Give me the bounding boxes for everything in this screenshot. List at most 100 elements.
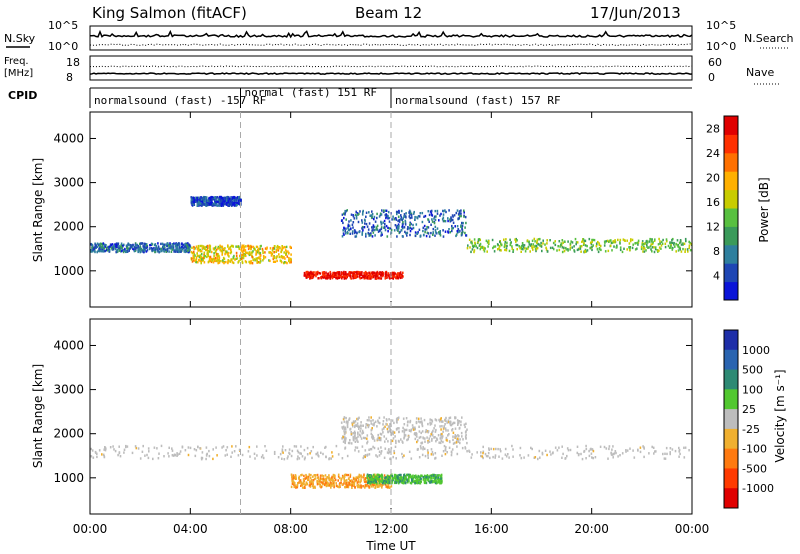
data-cell (376, 455, 379, 458)
data-cell (94, 245, 96, 249)
data-cell (409, 216, 411, 220)
data-cell (416, 479, 419, 483)
data-cell (199, 244, 202, 248)
data-cell (364, 272, 367, 276)
data-cell (366, 277, 369, 280)
data-cell (382, 420, 385, 423)
data-cell (429, 418, 431, 421)
data-cell (101, 242, 103, 246)
data-cell (376, 485, 379, 488)
data-cell (485, 239, 488, 242)
data-cell (247, 252, 250, 255)
data-cell (221, 253, 223, 256)
data-cell (198, 255, 201, 258)
data-cell (141, 450, 144, 453)
data-cell (199, 200, 202, 204)
data-cell (378, 277, 380, 280)
data-cell (135, 244, 137, 247)
data-cell (91, 250, 94, 253)
data-cell (607, 249, 610, 253)
data-cell (255, 257, 258, 260)
data-cell (197, 249, 199, 252)
data-cell (538, 243, 540, 246)
data-cell (234, 204, 237, 207)
data-cell (395, 273, 398, 276)
data-cell (558, 240, 561, 243)
data-cell (344, 447, 346, 450)
data-cell (434, 418, 437, 421)
data-cell (432, 474, 435, 477)
data-cell (579, 245, 582, 248)
data-cell (356, 417, 358, 421)
data-cell (189, 446, 192, 450)
data-cell (206, 202, 208, 206)
data-cell (374, 479, 377, 482)
data-cell (562, 241, 564, 244)
data-cell (200, 250, 203, 253)
data-cell (232, 202, 234, 205)
data-cell (225, 196, 227, 199)
data-cell (456, 209, 459, 212)
data-cell (342, 440, 345, 443)
data-cell (338, 476, 341, 480)
data-cell (385, 209, 388, 212)
data-cell (478, 238, 481, 241)
data-cell (463, 215, 465, 218)
data-cell (597, 250, 600, 254)
data-cell (523, 244, 526, 247)
data-cell (409, 233, 411, 237)
data-cell (682, 247, 684, 251)
data-cell (378, 272, 380, 276)
data-cell (679, 239, 682, 242)
data-cell (183, 250, 186, 253)
data-cell (379, 228, 381, 232)
data-cell (363, 455, 365, 458)
data-cell (445, 446, 447, 449)
data-cell (256, 454, 258, 457)
data-cell (440, 428, 442, 431)
data-cell (422, 446, 424, 449)
data-cell (219, 248, 222, 251)
data-cell (169, 242, 171, 245)
data-cell (162, 247, 165, 251)
data-cell (344, 439, 347, 442)
data-cell (561, 246, 564, 249)
data-cell (512, 250, 514, 253)
data-cell (139, 246, 142, 249)
y-tick-label: 2000 (53, 427, 84, 441)
data-cell (268, 259, 270, 262)
data-cell (419, 477, 422, 480)
data-cell (224, 200, 227, 203)
data-cell (383, 479, 386, 483)
data-cell (584, 248, 587, 252)
data-cell (237, 201, 239, 205)
data-cell (306, 483, 309, 486)
data-cell (312, 479, 315, 482)
data-cell (288, 259, 290, 263)
data-cell (679, 452, 681, 456)
data-cell (468, 238, 471, 241)
data-cell (265, 449, 268, 452)
data-cell (160, 242, 162, 246)
data-cell (432, 231, 435, 235)
data-cell (392, 433, 394, 436)
data-cell (607, 240, 610, 243)
data-cell (181, 246, 183, 249)
data-cell (317, 480, 320, 483)
data-cell (376, 274, 379, 277)
data-cell (362, 229, 364, 232)
data-cell (257, 250, 260, 253)
data-cell (372, 228, 374, 231)
data-cell (384, 481, 386, 484)
data-cell (187, 446, 190, 449)
data-cell (395, 457, 397, 460)
data-cell (436, 212, 439, 215)
freq-right-tick-bottom: 0 (708, 71, 715, 84)
data-cell (457, 440, 460, 443)
data-cell (407, 481, 409, 484)
data-cell (625, 450, 627, 453)
data-cell (325, 277, 327, 280)
data-cell (132, 243, 134, 247)
data-cell (452, 215, 454, 218)
